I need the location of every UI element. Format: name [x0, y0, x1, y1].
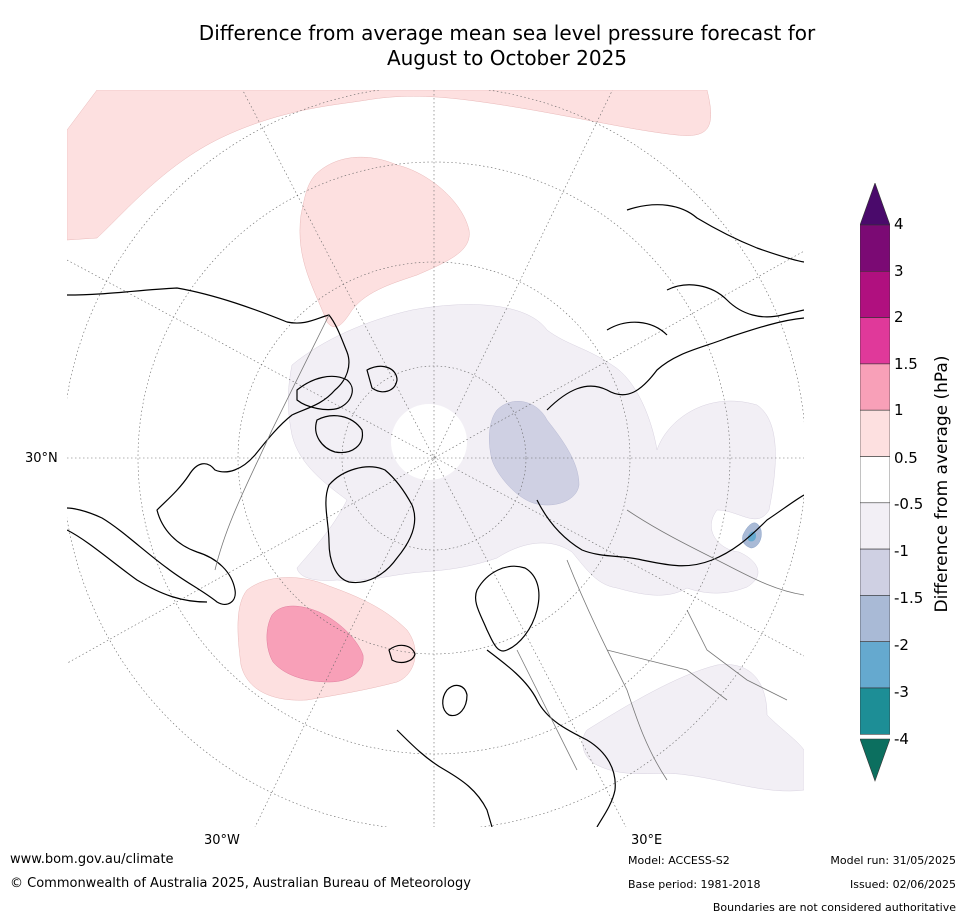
colorbar-band-1.5-2 [859, 317, 891, 365]
colorbar-tick: -1 [894, 542, 909, 560]
anomaly-bering-high [299, 156, 470, 328]
polar-map [67, 90, 804, 827]
colorbar-tick: -3 [894, 683, 909, 701]
colorbar [859, 182, 891, 783]
copyright-text: © Commonwealth of Australia 2025, Austra… [10, 876, 471, 891]
anomaly-north-atlantic-high-core [266, 605, 364, 683]
anomaly-north-pacific-high [67, 90, 711, 241]
colorbar-tick: 1 [894, 401, 904, 419]
colorbar-band-m1.5-m2 [859, 595, 891, 642]
colorbar-band-neutral [859, 456, 891, 504]
coastlines [67, 204, 804, 827]
lat-30n-label: 30°N [25, 451, 58, 466]
colorbar-band-0.5-1 [859, 409, 891, 457]
colorbar-tick: -2 [894, 636, 909, 654]
colorbar-band-1-1.5 [859, 363, 891, 411]
base-period: Base period: 1981-2018 [628, 878, 761, 891]
anomaly-central-asia-low [582, 664, 804, 792]
colorbar-tick: 2 [894, 308, 904, 326]
colorbar-tick: -4 [894, 730, 909, 748]
colorbar-tick: -0.5 [894, 495, 924, 513]
title-line-1: Difference from average mean sea level p… [198, 21, 816, 45]
colorbar-band-m3-m4 [859, 687, 891, 735]
colorbar-label: Difference from average (hPa) [932, 355, 952, 613]
borders [214, 314, 804, 781]
colorbar-tick: 1.5 [894, 355, 918, 373]
colorbar-tick: 3 [894, 262, 904, 280]
colorbar-tick: 4 [894, 215, 904, 233]
colorbar-band-3-4 [859, 224, 891, 272]
colorbar-band-2-3 [859, 271, 891, 318]
model-name: Model: ACCESS-S2 [628, 854, 730, 867]
anomaly-baikal-core [748, 531, 756, 542]
colorbar-band-m0.5-m1 [859, 502, 891, 550]
website-link[interactable]: www.bom.gov.au/climate [10, 852, 174, 867]
colorbar-extend-bottom [859, 738, 891, 782]
issued-date: Issued: 02/06/2025 [849, 878, 956, 891]
colorbar-band-m2-m3 [859, 641, 891, 689]
title-line-2: August to October 2025 [386, 46, 628, 70]
boundaries-disclaimer: Boundaries are not considered authoritat… [712, 901, 956, 914]
map-title: Difference from average mean sea level p… [0, 21, 965, 71]
lon-30w-label: 30°W [204, 833, 240, 848]
colorbar-band-m1-m1.5 [859, 548, 891, 596]
colorbar-extend-top [859, 182, 891, 226]
colorbar-tick: 0.5 [894, 449, 918, 467]
lon-30e-label: 30°E [631, 833, 663, 848]
anomaly-barents-low [489, 401, 580, 506]
colorbar-tick: -1.5 [894, 589, 924, 607]
graticule [67, 90, 804, 827]
model-run-date: Model run: 31/05/2025 [830, 854, 956, 867]
